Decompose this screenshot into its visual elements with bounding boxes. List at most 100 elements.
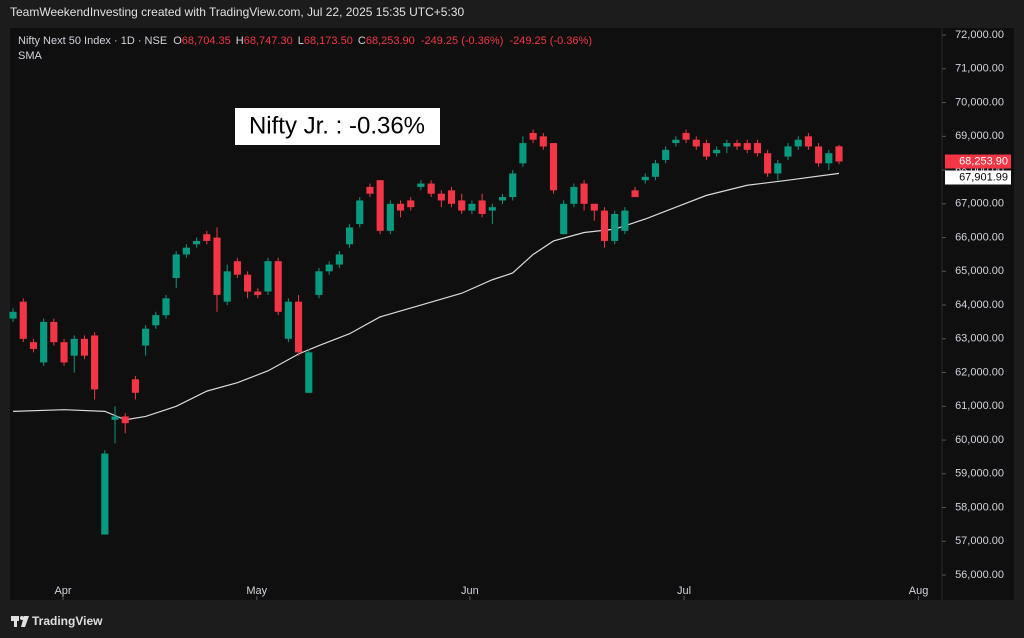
sma-price-box	[945, 170, 1011, 185]
candle-body	[743, 143, 751, 150]
candle-body	[19, 301, 27, 339]
l-key: L	[298, 35, 304, 47]
candle-body	[529, 132, 537, 140]
candle-body	[376, 180, 384, 231]
candle-body	[519, 143, 527, 164]
candle-body	[621, 210, 629, 231]
candle-body	[111, 416, 119, 420]
candle-body	[91, 335, 99, 390]
h: 68,747.30	[244, 35, 293, 47]
candle-body	[366, 186, 374, 194]
candle-body	[549, 143, 558, 191]
x-tick-label: May	[246, 585, 267, 597]
y-tick-label: 59,000.00	[955, 468, 1004, 480]
candle-body	[284, 301, 292, 339]
y-tick-label: 71,000.00	[955, 63, 1004, 75]
candle-body	[774, 163, 782, 174]
y-tick-label: 58,000.00	[955, 501, 1004, 513]
y-tick-label: 56,000.00	[955, 569, 1004, 581]
y-tick-label: 60,000.00	[955, 434, 1004, 446]
candle-body	[254, 291, 262, 295]
x-tick-label: Apr	[54, 585, 71, 597]
candle-body	[723, 143, 731, 147]
sma-price-label: 67,901.99	[959, 171, 1008, 183]
sma-line	[13, 172, 840, 421]
candle-body	[458, 200, 466, 211]
candle-body	[325, 264, 333, 272]
candle-body	[233, 261, 241, 275]
candle-body	[244, 274, 252, 292]
candle-body	[131, 379, 139, 393]
candle-body	[539, 136, 547, 147]
o-key: O	[173, 35, 182, 47]
candle-body	[641, 176, 649, 181]
o: 68,704.35	[182, 35, 231, 47]
annotation-box	[235, 108, 440, 145]
candle-body	[9, 311, 17, 319]
candle-body	[264, 261, 272, 292]
candle-body	[764, 153, 772, 174]
candle-body	[815, 146, 823, 164]
y-tick-label: 67,000.00	[955, 198, 1004, 210]
c-key: C	[358, 35, 366, 47]
candle-body	[274, 261, 282, 312]
candle-body	[835, 146, 843, 162]
logo-part	[20, 616, 24, 620]
plot-area	[10, 28, 1014, 600]
candle-body	[447, 190, 456, 204]
last-price-box	[945, 154, 1011, 169]
candle-body	[203, 234, 211, 241]
candle-body	[682, 132, 690, 140]
candle-body	[437, 193, 445, 201]
candle-body	[498, 197, 507, 201]
y-tick-label: 57,000.00	[955, 535, 1004, 547]
change: -249.25 (-0.36%)	[509, 35, 592, 47]
y-tick-label: 62,000.00	[955, 366, 1004, 378]
l: 68,173.50	[304, 35, 353, 47]
last-price-label: 68,253.90	[959, 155, 1008, 167]
candle-body	[468, 203, 476, 211]
candle-body	[702, 143, 711, 157]
y-tick-label: 65,000.00	[955, 265, 1004, 277]
sma-legend: SMA	[18, 50, 43, 62]
candle-body	[753, 143, 762, 154]
candle-body	[193, 240, 201, 245]
candle-body	[80, 338, 89, 356]
candle-body	[345, 227, 354, 245]
x-tick-label: Jul	[677, 585, 691, 597]
candle-body	[631, 190, 639, 198]
candle-body	[478, 200, 486, 214]
candle-body	[223, 271, 231, 302]
candle-body	[295, 301, 303, 353]
candle-body	[733, 143, 741, 147]
candle-body	[580, 183, 588, 204]
y-tick-label: 63,000.00	[955, 333, 1004, 345]
candle-body	[488, 207, 496, 211]
candle-body	[60, 342, 68, 363]
candle-body	[804, 136, 812, 147]
header: TeamWeekendInvesting created with Tradin…	[10, 5, 464, 19]
logo-part	[21, 616, 29, 627]
x-tick-label: Jun	[461, 585, 479, 597]
candle-body	[40, 321, 48, 363]
y-tick-label: 70,000.00	[955, 96, 1004, 108]
candle-body	[121, 416, 129, 424]
candle-body	[570, 186, 578, 204]
candle-body	[590, 203, 598, 211]
candle-body	[172, 254, 180, 279]
candle-body	[427, 183, 435, 194]
candle-body	[417, 183, 425, 187]
candle-body	[335, 254, 343, 265]
candle-body	[407, 200, 415, 208]
y-tick-label: 64,000.00	[955, 299, 1004, 311]
y-tick-label: 69,000.00	[955, 130, 1004, 142]
candle-body	[70, 338, 78, 356]
y-tick-label: 72,000.00	[955, 29, 1004, 41]
x-tick-label: Aug	[909, 585, 929, 597]
candle-body	[794, 139, 802, 147]
candle-body	[662, 149, 670, 160]
candle-body	[560, 203, 568, 235]
candle-body	[50, 321, 58, 343]
candle-body	[672, 139, 680, 144]
